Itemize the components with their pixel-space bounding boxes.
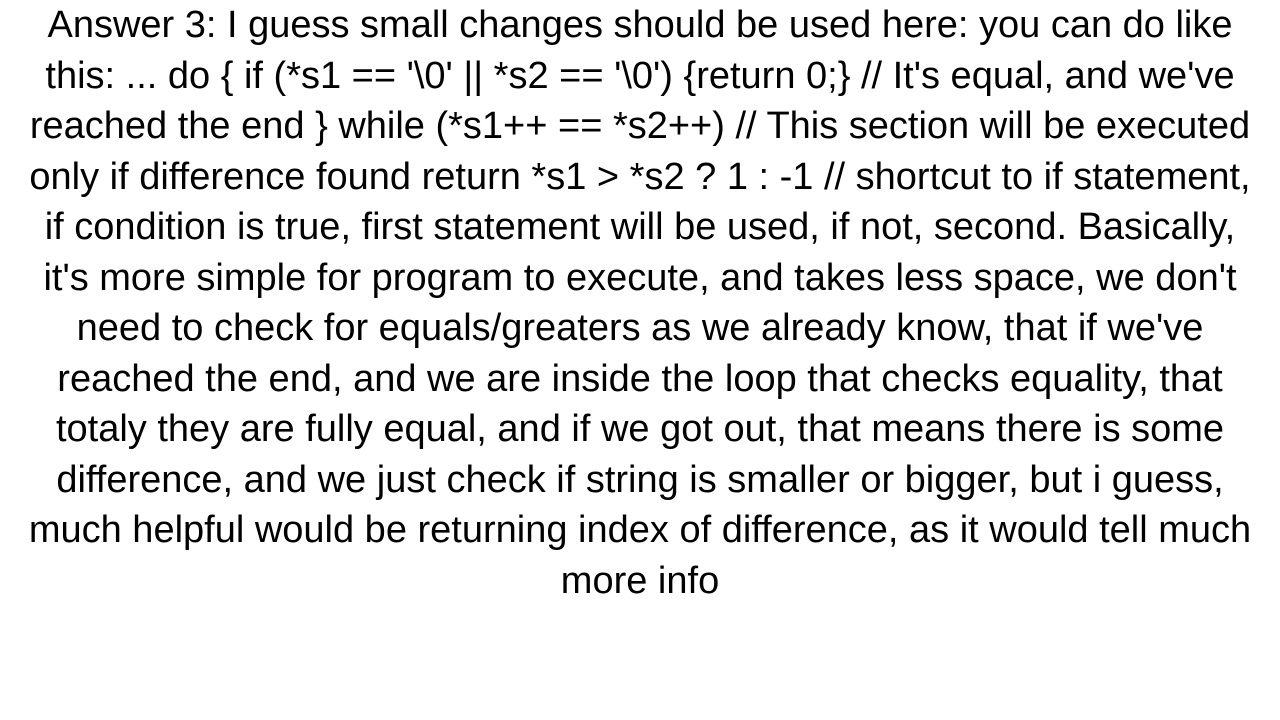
answer-text-block: Answer 3: I guess small changes should b… — [0, 0, 1280, 606]
